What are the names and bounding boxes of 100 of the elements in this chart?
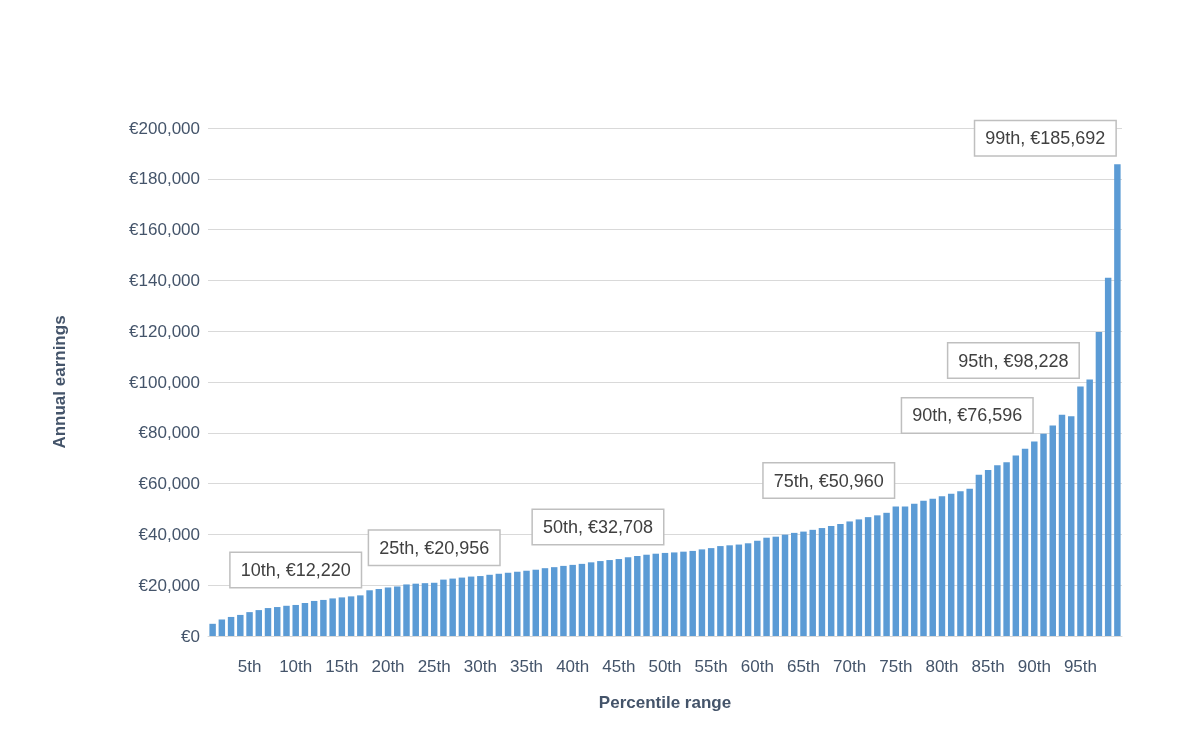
bar	[255, 610, 263, 636]
bar	[357, 595, 364, 636]
bar	[864, 517, 872, 636]
bar	[467, 576, 475, 636]
x-tick-label: 60th	[740, 657, 774, 676]
bar	[274, 607, 281, 636]
y-tick-label: €0	[181, 626, 200, 646]
x-tick-label: 40th	[556, 657, 590, 676]
x-tick-label: 80th	[925, 657, 959, 676]
bar	[1067, 416, 1075, 636]
bar	[707, 548, 715, 636]
annotation: 95th, €98,228	[958, 350, 1069, 371]
bar	[587, 562, 595, 636]
x-tick-label: 95th	[1063, 657, 1097, 676]
bar	[1003, 462, 1010, 636]
x-tick-label: 90th	[1017, 657, 1051, 676]
bar	[846, 521, 853, 636]
bar	[855, 519, 863, 636]
bar	[310, 600, 318, 636]
bar	[209, 623, 216, 636]
bar	[320, 599, 327, 636]
bar	[754, 540, 761, 636]
x-tick-label: 20th	[371, 657, 405, 676]
bar	[283, 605, 290, 636]
y-tick-label: €100,000	[129, 372, 200, 392]
bar	[938, 496, 946, 636]
bar	[1021, 448, 1029, 636]
bar	[1095, 331, 1103, 636]
bar	[671, 552, 678, 636]
bar	[329, 598, 336, 636]
bar	[440, 579, 447, 636]
bar	[569, 564, 576, 636]
bar	[237, 614, 244, 636]
bar	[901, 506, 909, 636]
y-tick-label: €120,000	[129, 321, 200, 341]
y-tick-label: €200,000	[129, 118, 200, 138]
bar	[680, 551, 687, 636]
y-tick-label: €60,000	[138, 474, 200, 494]
annotation: 25th, €20,956	[379, 537, 490, 558]
bar	[477, 576, 484, 636]
bar	[292, 604, 299, 636]
bar	[874, 515, 881, 636]
bar	[1077, 386, 1084, 636]
bar	[975, 474, 983, 636]
bar	[421, 583, 429, 636]
x-axis-title: Percentile range	[598, 693, 732, 712]
bar	[550, 567, 558, 636]
bar	[643, 554, 650, 636]
x-tick-label: 75th	[879, 657, 913, 676]
x-tick-label: 15th	[325, 657, 359, 676]
x-tick-label: 45th	[602, 657, 636, 676]
bar	[597, 561, 604, 636]
bar	[578, 563, 586, 636]
bar	[661, 552, 669, 636]
bar	[615, 559, 623, 636]
bar	[911, 503, 918, 636]
bar	[532, 569, 539, 636]
bar	[818, 528, 826, 636]
bar	[458, 577, 466, 636]
y-axis-title: Annual earnings	[50, 315, 69, 449]
y-tick-label: €80,000	[138, 423, 200, 443]
bar	[560, 565, 567, 636]
bar	[994, 465, 1001, 636]
bar	[1049, 425, 1056, 636]
bar	[634, 555, 641, 636]
bar	[347, 596, 355, 636]
bar	[394, 586, 401, 636]
annotation: 75th, €50,960	[773, 470, 884, 491]
bar	[227, 616, 235, 636]
bar	[384, 587, 392, 636]
bar	[791, 532, 798, 636]
x-tick-label: 50th	[648, 657, 682, 676]
x-tick-label: 35th	[509, 657, 544, 676]
bar	[514, 571, 521, 636]
bar	[1031, 441, 1038, 636]
x-tick-label: 25th	[417, 657, 451, 676]
y-tick-label: €140,000	[129, 270, 200, 290]
y-tick-label: €180,000	[129, 169, 200, 189]
bar	[717, 546, 724, 636]
bar	[883, 512, 890, 636]
bar	[947, 493, 955, 636]
bar	[403, 584, 410, 636]
bar	[920, 500, 927, 636]
bar	[772, 536, 780, 636]
annotation: 10th, €12,220	[240, 559, 351, 580]
bar	[449, 578, 456, 636]
bar	[430, 582, 438, 636]
bar	[218, 619, 226, 636]
bar	[827, 526, 835, 636]
bar	[929, 498, 936, 636]
bar	[495, 573, 503, 636]
y-tick-label: €20,000	[138, 575, 200, 595]
x-tick-label: 55th	[694, 657, 728, 676]
bar	[1012, 455, 1020, 636]
x-tick-label: 5th	[237, 657, 262, 676]
bar	[689, 550, 696, 636]
bar	[652, 553, 659, 636]
bar	[301, 602, 309, 636]
bar	[606, 560, 613, 636]
bar	[338, 597, 346, 636]
